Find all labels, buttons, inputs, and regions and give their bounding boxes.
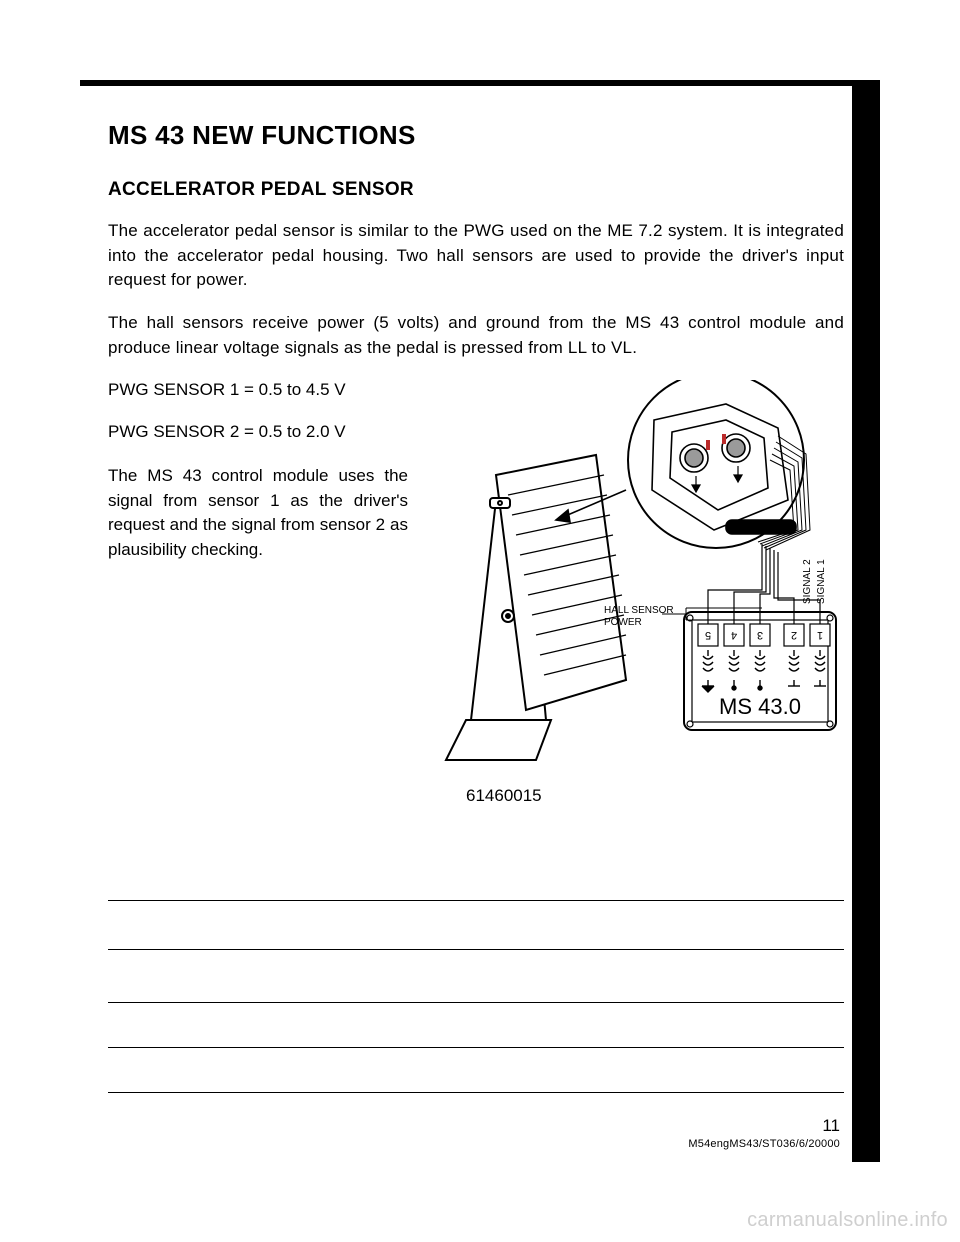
paragraph-1: The accelerator pedal sensor is similar … — [108, 219, 844, 293]
page-frame: MS 43 NEW FUNCTIONS ACCELERATOR PEDAL SE… — [80, 80, 880, 1162]
page-title: MS 43 NEW FUNCTIONS — [108, 120, 844, 151]
paragraph-3: The MS 43 control module uses the signal… — [108, 464, 408, 563]
module-label: MS 43.0 — [719, 694, 801, 719]
pedal-sensor-diagram: 5 4 3 2 1 — [426, 380, 846, 800]
pin-1: 1 — [817, 629, 823, 641]
pin-5: 5 — [705, 629, 711, 641]
pin-2: 2 — [791, 629, 797, 641]
sensor-spec-1: PWG SENSOR 1 = 0.5 to 4.5 V — [108, 380, 408, 400]
section-subtitle: ACCELERATOR PEDAL SENSOR — [108, 179, 844, 201]
page-number: 11 — [688, 1116, 840, 1136]
signal-2-label: SIGNAL 2 — [802, 559, 813, 604]
rule-line — [108, 1092, 844, 1093]
left-column: PWG SENSOR 1 = 0.5 to 4.5 V PWG SENSOR 2… — [108, 380, 408, 800]
pin-3: 3 — [757, 629, 763, 641]
figure-area: 5 4 3 2 1 — [426, 380, 846, 800]
right-strip — [852, 80, 880, 1162]
page-footer: 11 M54engMS43/ST036/6/20000 — [688, 1116, 840, 1150]
hall-label-2: POWER — [604, 617, 642, 628]
signal-1-label: SIGNAL 1 — [816, 559, 827, 604]
pin-4: 4 — [731, 629, 737, 641]
two-column-region: PWG SENSOR 1 = 0.5 to 4.5 V PWG SENSOR 2… — [108, 380, 844, 800]
content-area: MS 43 NEW FUNCTIONS ACCELERATOR PEDAL SE… — [108, 120, 844, 800]
figure-id: 61460015 — [466, 786, 542, 806]
sensor-spec-2: PWG SENSOR 2 = 0.5 to 2.0 V — [108, 422, 408, 442]
watermark: carmanualsonline.info — [747, 1209, 948, 1232]
paragraph-2: The hall sensors receive power (5 volts)… — [108, 311, 844, 360]
top-bar — [80, 80, 880, 86]
note-rules — [108, 900, 844, 1093]
doc-id: M54engMS43/ST036/6/20000 — [688, 1138, 840, 1150]
